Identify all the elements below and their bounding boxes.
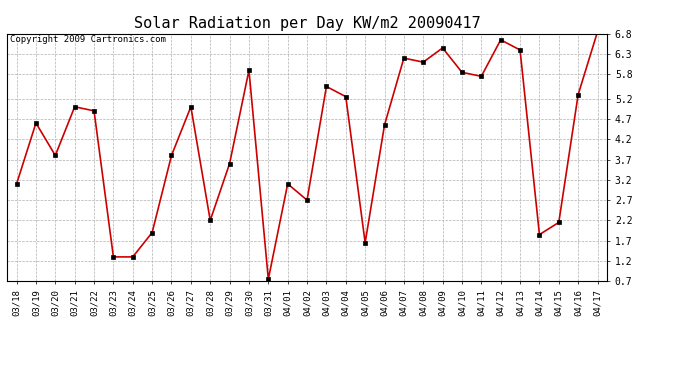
Title: Solar Radiation per Day KW/m2 20090417: Solar Radiation per Day KW/m2 20090417 — [134, 16, 480, 31]
Text: Copyright 2009 Cartronics.com: Copyright 2009 Cartronics.com — [10, 35, 166, 44]
